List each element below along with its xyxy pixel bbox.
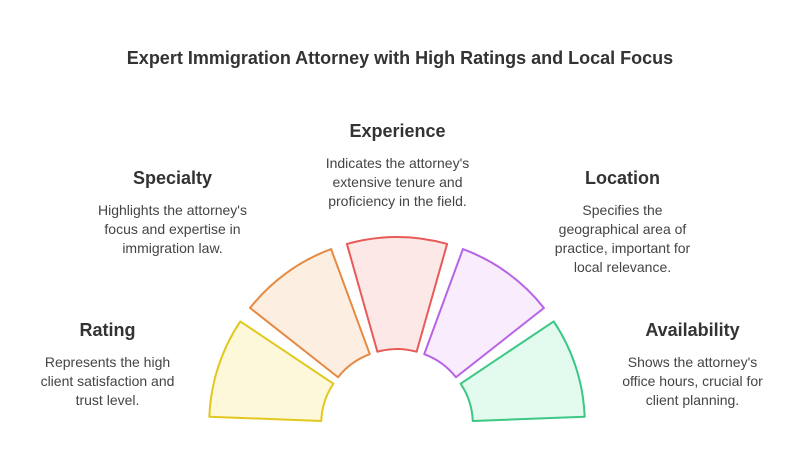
experience-heading: Experience [349, 121, 446, 141]
specialty-text: Highlights the attorney's focus and expe… [98, 202, 247, 256]
experience-text: Indicates the attorney's extensive tenur… [325, 155, 470, 209]
rating-text: Represents the high client satisfaction … [40, 354, 175, 408]
specialty-segment [249, 248, 371, 379]
specialty-block: Specialty Highlights the attorney's focu… [80, 168, 265, 258]
location-text: Specifies the geographical area of pract… [554, 202, 691, 275]
location-block: Location Specifies the geographical area… [530, 168, 715, 277]
location-segment [423, 248, 545, 379]
experience-segment [345, 236, 449, 353]
availability-heading: Availability [645, 320, 740, 340]
experience-block: Experience Indicates the attorney's exte… [305, 121, 490, 211]
availability-block: Availability Shows the attorney's office… [600, 320, 785, 410]
location-heading: Location [585, 168, 660, 188]
availability-segment [459, 320, 586, 422]
rating-segment [208, 320, 335, 422]
rating-block: Rating Represents the high client satisf… [20, 320, 195, 410]
rating-heading: Rating [79, 320, 136, 340]
specialty-heading: Specialty [132, 168, 213, 188]
diagram-title: Expert Immigration Attorney with High Ra… [126, 48, 674, 68]
availability-text: Shows the attorney's office hours, cruci… [622, 354, 763, 408]
